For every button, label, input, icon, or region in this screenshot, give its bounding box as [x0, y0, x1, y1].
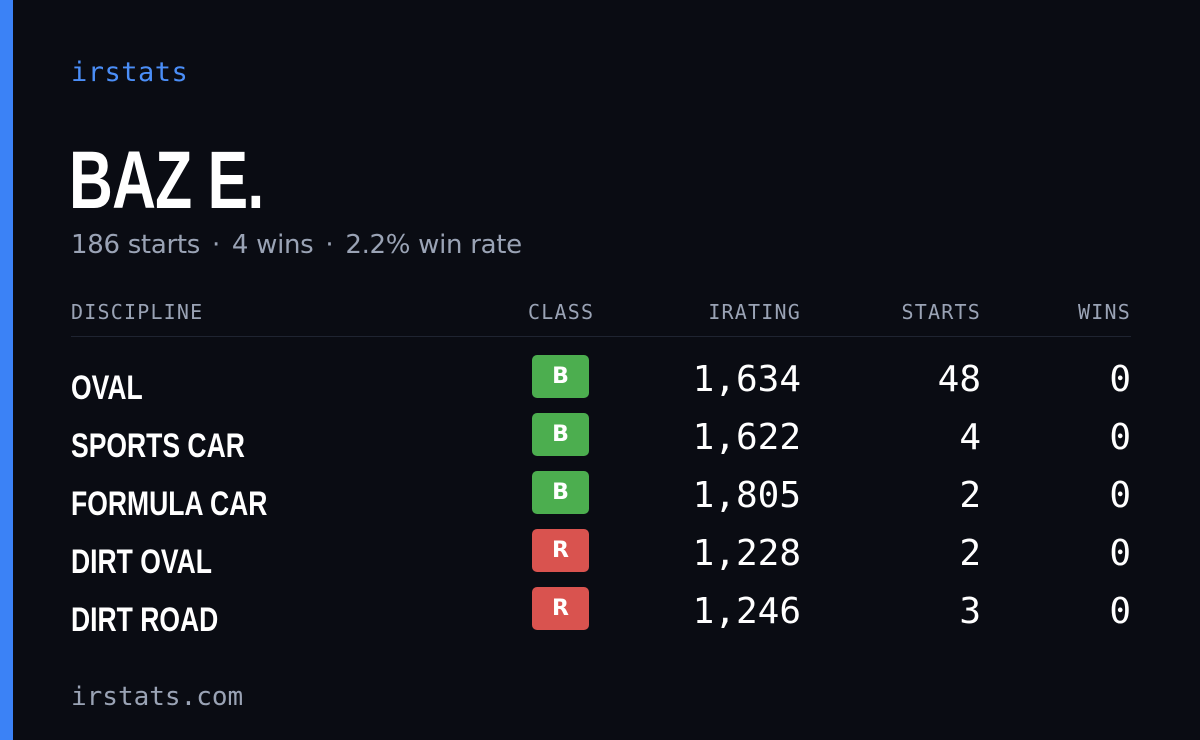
wins-value: 0 — [1109, 533, 1131, 574]
discipline-name: OVAL — [71, 369, 143, 407]
starts-value: 2 — [959, 475, 981, 516]
table-header-row: DISCIPLINE CLASS IRATING STARTS WINS — [71, 296, 1131, 337]
wins-value: 0 — [1109, 475, 1131, 516]
starts-value: 2 — [959, 533, 981, 574]
driver-name: BAZ E. — [69, 135, 264, 226]
summary-wins: 4 wins — [231, 230, 314, 260]
discipline-name: DIRT OVAL — [71, 543, 212, 581]
summary-separator: · — [211, 230, 220, 260]
table-row: FORMULA CAR B 1,805 2 0 — [71, 471, 1131, 529]
discipline-name: SPORTS CAR — [71, 427, 245, 465]
column-header-wins: WINS — [1078, 300, 1131, 324]
license-class-badge: R — [532, 529, 589, 572]
starts-value: 3 — [959, 591, 981, 632]
starts-value: 48 — [937, 359, 981, 400]
table-row: DIRT OVAL R 1,228 2 0 — [71, 529, 1131, 587]
summary-separator: · — [325, 230, 334, 260]
irating-value: 1,634 — [692, 359, 801, 400]
irating-value: 1,246 — [692, 591, 801, 632]
brand-logo-text: irstats — [71, 57, 189, 88]
driver-summary: 186 starts · 4 wins · 2.2% win rate — [71, 228, 522, 262]
accent-bar — [0, 0, 13, 740]
table-row: OVAL B 1,634 48 0 — [71, 355, 1131, 413]
license-class-badge: B — [532, 471, 589, 514]
license-class-badge: B — [532, 413, 589, 456]
irating-value: 1,228 — [692, 533, 801, 574]
license-class-badge: B — [532, 355, 589, 398]
column-header-discipline: DISCIPLINE — [71, 300, 204, 324]
summary-win-rate: 2.2% win rate — [345, 230, 522, 260]
discipline-stats-table: DISCIPLINE CLASS IRATING STARTS WINS OVA… — [71, 296, 1131, 645]
wins-value: 0 — [1109, 591, 1131, 632]
wins-value: 0 — [1109, 417, 1131, 458]
starts-value: 4 — [959, 417, 981, 458]
discipline-name: FORMULA CAR — [71, 485, 268, 523]
table-row: SPORTS CAR B 1,622 4 0 — [71, 413, 1131, 471]
column-header-starts: STARTS — [901, 300, 981, 324]
table-row: DIRT ROAD R 1,246 3 0 — [71, 587, 1131, 645]
irating-value: 1,805 — [692, 475, 801, 516]
irating-value: 1,622 — [692, 417, 801, 458]
license-class-badge: R — [532, 587, 589, 630]
discipline-name: DIRT ROAD — [71, 601, 219, 639]
wins-value: 0 — [1109, 359, 1131, 400]
column-header-class: CLASS — [528, 300, 595, 324]
summary-starts: 186 starts — [71, 230, 200, 260]
column-header-irating: IRATING — [708, 300, 801, 324]
footer-url: irstats.com — [71, 682, 244, 712]
